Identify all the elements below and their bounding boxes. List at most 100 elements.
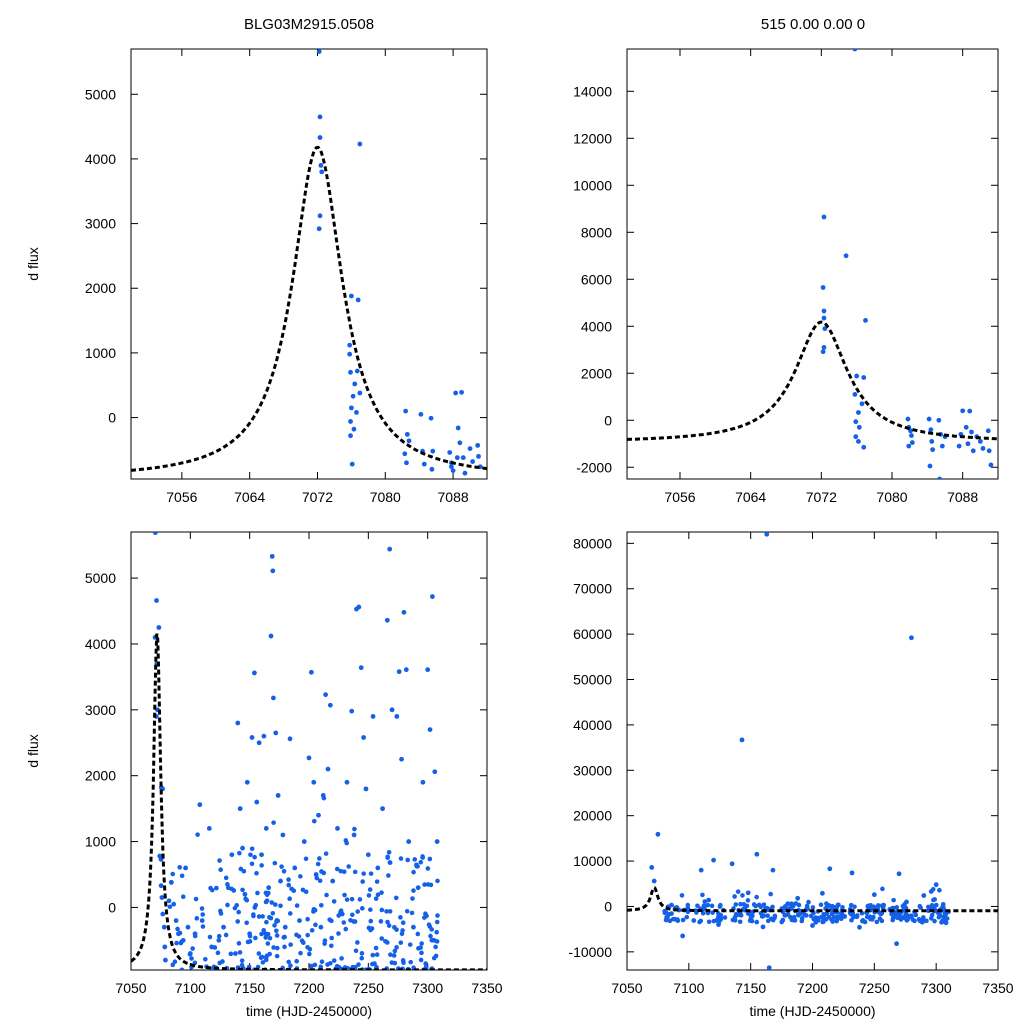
data-point	[386, 849, 392, 855]
data-point	[891, 897, 896, 903]
data-point	[852, 392, 858, 397]
data-point	[352, 826, 357, 832]
data-point	[236, 909, 241, 915]
data-point	[200, 924, 206, 929]
data-point	[209, 944, 215, 950]
data-point	[237, 950, 243, 955]
data-point	[301, 940, 306, 945]
data-point	[806, 899, 811, 905]
data-point	[422, 882, 427, 887]
data-point	[207, 934, 213, 940]
data-point	[268, 633, 274, 639]
data-point	[410, 896, 415, 901]
data-point	[851, 914, 856, 920]
data-point	[317, 856, 322, 861]
data-point	[259, 863, 264, 868]
data-point	[428, 933, 433, 939]
data-point	[411, 869, 416, 875]
plot-area	[131, 532, 487, 970]
data-point	[766, 965, 772, 970]
data-point	[291, 888, 297, 893]
data-point	[185, 924, 191, 930]
x-tick-label: 7350	[982, 980, 1013, 996]
data-point	[386, 923, 392, 928]
data-point	[675, 917, 680, 922]
data-point	[274, 928, 279, 934]
data-point	[255, 890, 260, 896]
data-point	[292, 865, 298, 871]
data-point	[318, 903, 324, 908]
data-point	[190, 946, 195, 951]
data-point	[408, 959, 413, 965]
panel-top-right: 7056 7064 7072 7080 7088 -2000 0 2000 4000 6000 80…	[573, 48, 999, 505]
data-point	[735, 912, 741, 918]
data-point	[711, 857, 716, 863]
data-point	[266, 885, 272, 891]
data-point	[428, 415, 434, 421]
data-point	[698, 867, 704, 873]
data-point	[272, 860, 278, 866]
data-point	[853, 434, 859, 440]
x-axis-label: time (HJD-2450000)	[749, 1003, 875, 1019]
data-point	[764, 532, 770, 537]
data-point	[700, 910, 706, 916]
data-point	[223, 932, 229, 938]
data-point	[249, 735, 255, 740]
data-point	[154, 598, 159, 603]
x-tick-label: 7056	[166, 489, 197, 505]
data-point	[838, 916, 844, 922]
data-point	[930, 447, 936, 453]
data-point	[929, 439, 935, 444]
data-point	[475, 442, 481, 448]
data-point	[278, 903, 283, 909]
data-point	[252, 670, 257, 676]
data-point	[348, 369, 353, 375]
data-point	[414, 863, 419, 869]
data-point	[749, 918, 755, 924]
y-tick-label: 5000	[85, 86, 116, 102]
data-point	[435, 878, 440, 884]
y-tick-label: -2000	[576, 459, 612, 475]
data-point	[346, 864, 351, 869]
data-point	[398, 856, 404, 861]
data-point	[662, 908, 667, 914]
plot-area	[627, 49, 998, 479]
data-point	[351, 426, 357, 432]
data-point	[434, 939, 440, 944]
model-curve	[131, 145, 487, 472]
data-point	[820, 919, 826, 925]
data-point	[363, 786, 369, 792]
data-point	[394, 927, 399, 932]
data-point	[269, 553, 275, 559]
data-point	[434, 839, 440, 844]
data-point	[785, 901, 791, 907]
y-tick-label: 4000	[85, 636, 116, 652]
data-point	[318, 964, 324, 970]
data-point	[263, 825, 269, 831]
data-point	[197, 802, 203, 808]
data-point	[738, 901, 743, 907]
data-point	[406, 438, 412, 444]
x-tick-label: 7150	[234, 980, 265, 996]
data-point	[261, 733, 267, 739]
data-point	[842, 914, 848, 919]
data-point	[805, 906, 810, 912]
data-point	[423, 961, 428, 966]
data-point	[237, 850, 242, 856]
data-point	[861, 375, 867, 380]
data-point	[355, 909, 360, 914]
data-point	[669, 902, 674, 908]
data-point	[263, 935, 269, 940]
data-point	[325, 962, 330, 967]
y-tick-label: -10000	[568, 944, 612, 960]
data-point	[737, 919, 743, 925]
data-point	[818, 902, 824, 908]
data-point	[933, 882, 939, 888]
data-point	[431, 937, 436, 943]
data-point	[160, 911, 166, 917]
x-tick-label: 7072	[302, 489, 333, 505]
data-point	[960, 408, 966, 414]
data-point	[301, 839, 307, 844]
data-point	[354, 368, 360, 374]
data-point	[963, 424, 969, 430]
